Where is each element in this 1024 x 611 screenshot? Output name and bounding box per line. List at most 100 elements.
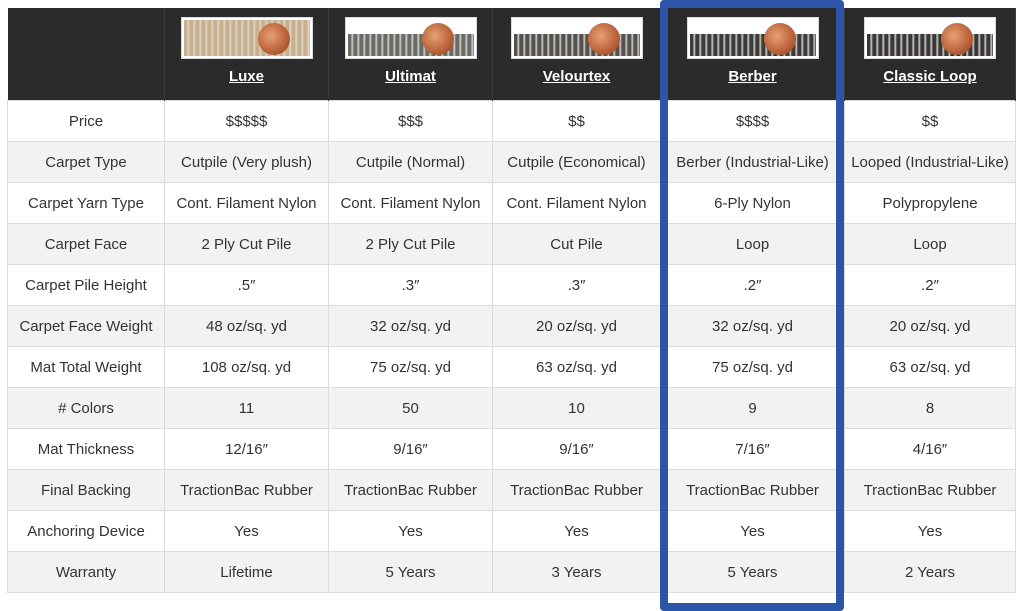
table-cell: Loop [844, 223, 1016, 265]
table-cell: 50 [328, 387, 493, 429]
row-label: Anchoring Device [7, 510, 165, 552]
table-cell: .5″ [164, 264, 329, 306]
table-cell: 7/16″ [660, 428, 845, 470]
table-cell: 5 Years [328, 551, 493, 593]
table-row: Carpet Face Weight 48 oz/sq. yd 32 oz/sq. … [7, 305, 1016, 347]
penny-icon [941, 23, 973, 55]
table-cell: $$ [844, 100, 1016, 142]
table-cell: Cutpile (Very plush) [164, 141, 329, 183]
table-cell: Yes [328, 510, 493, 552]
table-cell: 9/16″ [492, 428, 661, 470]
table-cell: 3 Years [492, 551, 661, 593]
table-cell: Polypropylene [844, 182, 1016, 224]
table-cell: 2 Years [844, 551, 1016, 593]
carpet-pile [689, 34, 816, 56]
table-cell: TractionBac Rubber [844, 469, 1016, 511]
table-cell: 63 oz/sq. yd [492, 346, 661, 388]
table-cell: TractionBac Rubber [164, 469, 329, 511]
table-cell: .2″ [660, 264, 845, 306]
table-cell: Cutpile (Economical) [492, 141, 661, 183]
table-cell: 32 oz/sq. yd [660, 305, 845, 347]
table-cell: .3″ [492, 264, 661, 306]
row-label: Carpet Type [7, 141, 165, 183]
table-cell: 20 oz/sq. yd [844, 305, 1016, 347]
table-cell: Cutpile (Normal) [328, 141, 493, 183]
table-cell: 75 oz/sq. yd [328, 346, 493, 388]
table-cell: 5 Years [660, 551, 845, 593]
table-row: Price $$$$$ $$$ $$ $$$$ $$ [7, 100, 1016, 142]
row-label: Mat Total Weight [7, 346, 165, 388]
table-row: Warranty Lifetime 5 Years 3 Years 5 Years 2 Y… [7, 551, 1016, 593]
table-cell: Cont. Filament Nylon [492, 182, 661, 224]
header-blank [7, 8, 165, 101]
table-cell: 9 [660, 387, 845, 429]
carpet-sample-image[interactable] [344, 17, 477, 59]
table-cell: Cut Pile [492, 223, 661, 265]
row-label: Carpet Face Weight [7, 305, 165, 347]
carpet-sample-image[interactable] [510, 17, 643, 59]
table-row: Mat Total Weight 108 oz/sq. yd 75 oz/sq. y… [7, 346, 1016, 388]
table-cell: 11 [164, 387, 329, 429]
product-link[interactable]: Velourtex [542, 68, 611, 85]
carpet-sample-image[interactable] [180, 17, 313, 59]
table-cell: $$ [492, 100, 661, 142]
row-label: Price [7, 100, 165, 142]
carpet-pile [183, 20, 310, 56]
table-cell: TractionBac Rubber [492, 469, 661, 511]
table-cell: 108 oz/sq. yd [164, 346, 329, 388]
table-cell: .3″ [328, 264, 493, 306]
table-cell: $$$$ [660, 100, 845, 142]
table-cell: Yes [660, 510, 845, 552]
table-cell: $$$$$ [164, 100, 329, 142]
table-cell: Yes [492, 510, 661, 552]
table-cell: Cont. Filament Nylon [164, 182, 329, 224]
row-label: Final Backing [7, 469, 165, 511]
penny-icon [587, 23, 620, 55]
table-cell: 75 oz/sq. yd [660, 346, 845, 388]
table-cell: 8 [844, 387, 1016, 429]
penny-icon [257, 23, 290, 55]
product-header-berber: Berber [660, 8, 845, 101]
penny-icon [421, 23, 454, 55]
row-label: Mat Thickness [7, 428, 165, 470]
row-label: Carpet Face [7, 223, 165, 265]
product-header-classic-loop: Classic Loop [844, 8, 1016, 101]
table-cell: Yes [164, 510, 329, 552]
table-cell: Yes [844, 510, 1016, 552]
table-cell: 4/16″ [844, 428, 1016, 470]
table-cell: 2 Ply Cut Pile [328, 223, 493, 265]
carpet-pile [513, 34, 640, 56]
table-cell: 2 Ply Cut Pile [164, 223, 329, 265]
table-cell: TractionBac Rubber [660, 469, 845, 511]
table-row: # Colors 11 50 10 9 8 [7, 387, 1016, 429]
table-row: Final Backing TractionBac Rubber TractionB… [7, 469, 1016, 511]
product-link[interactable]: Ultimat [385, 68, 436, 85]
row-label: Carpet Pile Height [7, 264, 165, 306]
table-row: Carpet Face 2 Ply Cut Pile 2 Ply Cut Pile C… [7, 223, 1016, 265]
table-cell: 20 oz/sq. yd [492, 305, 661, 347]
table-cell: TractionBac Rubber [328, 469, 493, 511]
comparison-table: Luxe Ultimat Velourtex Berber Classic Lo… [7, 8, 1016, 593]
table-cell: $$$ [328, 100, 493, 142]
carpet-sample-image[interactable] [686, 17, 819, 59]
table-row: Anchoring Device Yes Yes Yes Yes Yes [7, 510, 1016, 552]
table-cell: Lifetime [164, 551, 329, 593]
table-cell: .2″ [844, 264, 1016, 306]
product-link[interactable]: Luxe [228, 68, 264, 85]
table-cell: 10 [492, 387, 661, 429]
product-header-ultimat: Ultimat [328, 8, 493, 101]
carpet-sample-image[interactable] [864, 17, 996, 59]
product-link[interactable]: Classic Loop [883, 68, 977, 85]
carpet-pile [867, 34, 993, 56]
product-link[interactable]: Berber [728, 68, 777, 85]
table-cell: 32 oz/sq. yd [328, 305, 493, 347]
penny-icon [763, 23, 796, 55]
table-row: Carpet Pile Height .5″ .3″ .3″ .2″ .2″ [7, 264, 1016, 306]
row-label: Warranty [7, 551, 165, 593]
product-header-luxe: Luxe [164, 8, 329, 101]
header-row: Luxe Ultimat Velourtex Berber Classic Lo… [7, 8, 1016, 101]
table-cell: 48 oz/sq. yd [164, 305, 329, 347]
carpet-pile [347, 34, 474, 56]
table-cell: 12/16″ [164, 428, 329, 470]
table-cell: 63 oz/sq. yd [844, 346, 1016, 388]
